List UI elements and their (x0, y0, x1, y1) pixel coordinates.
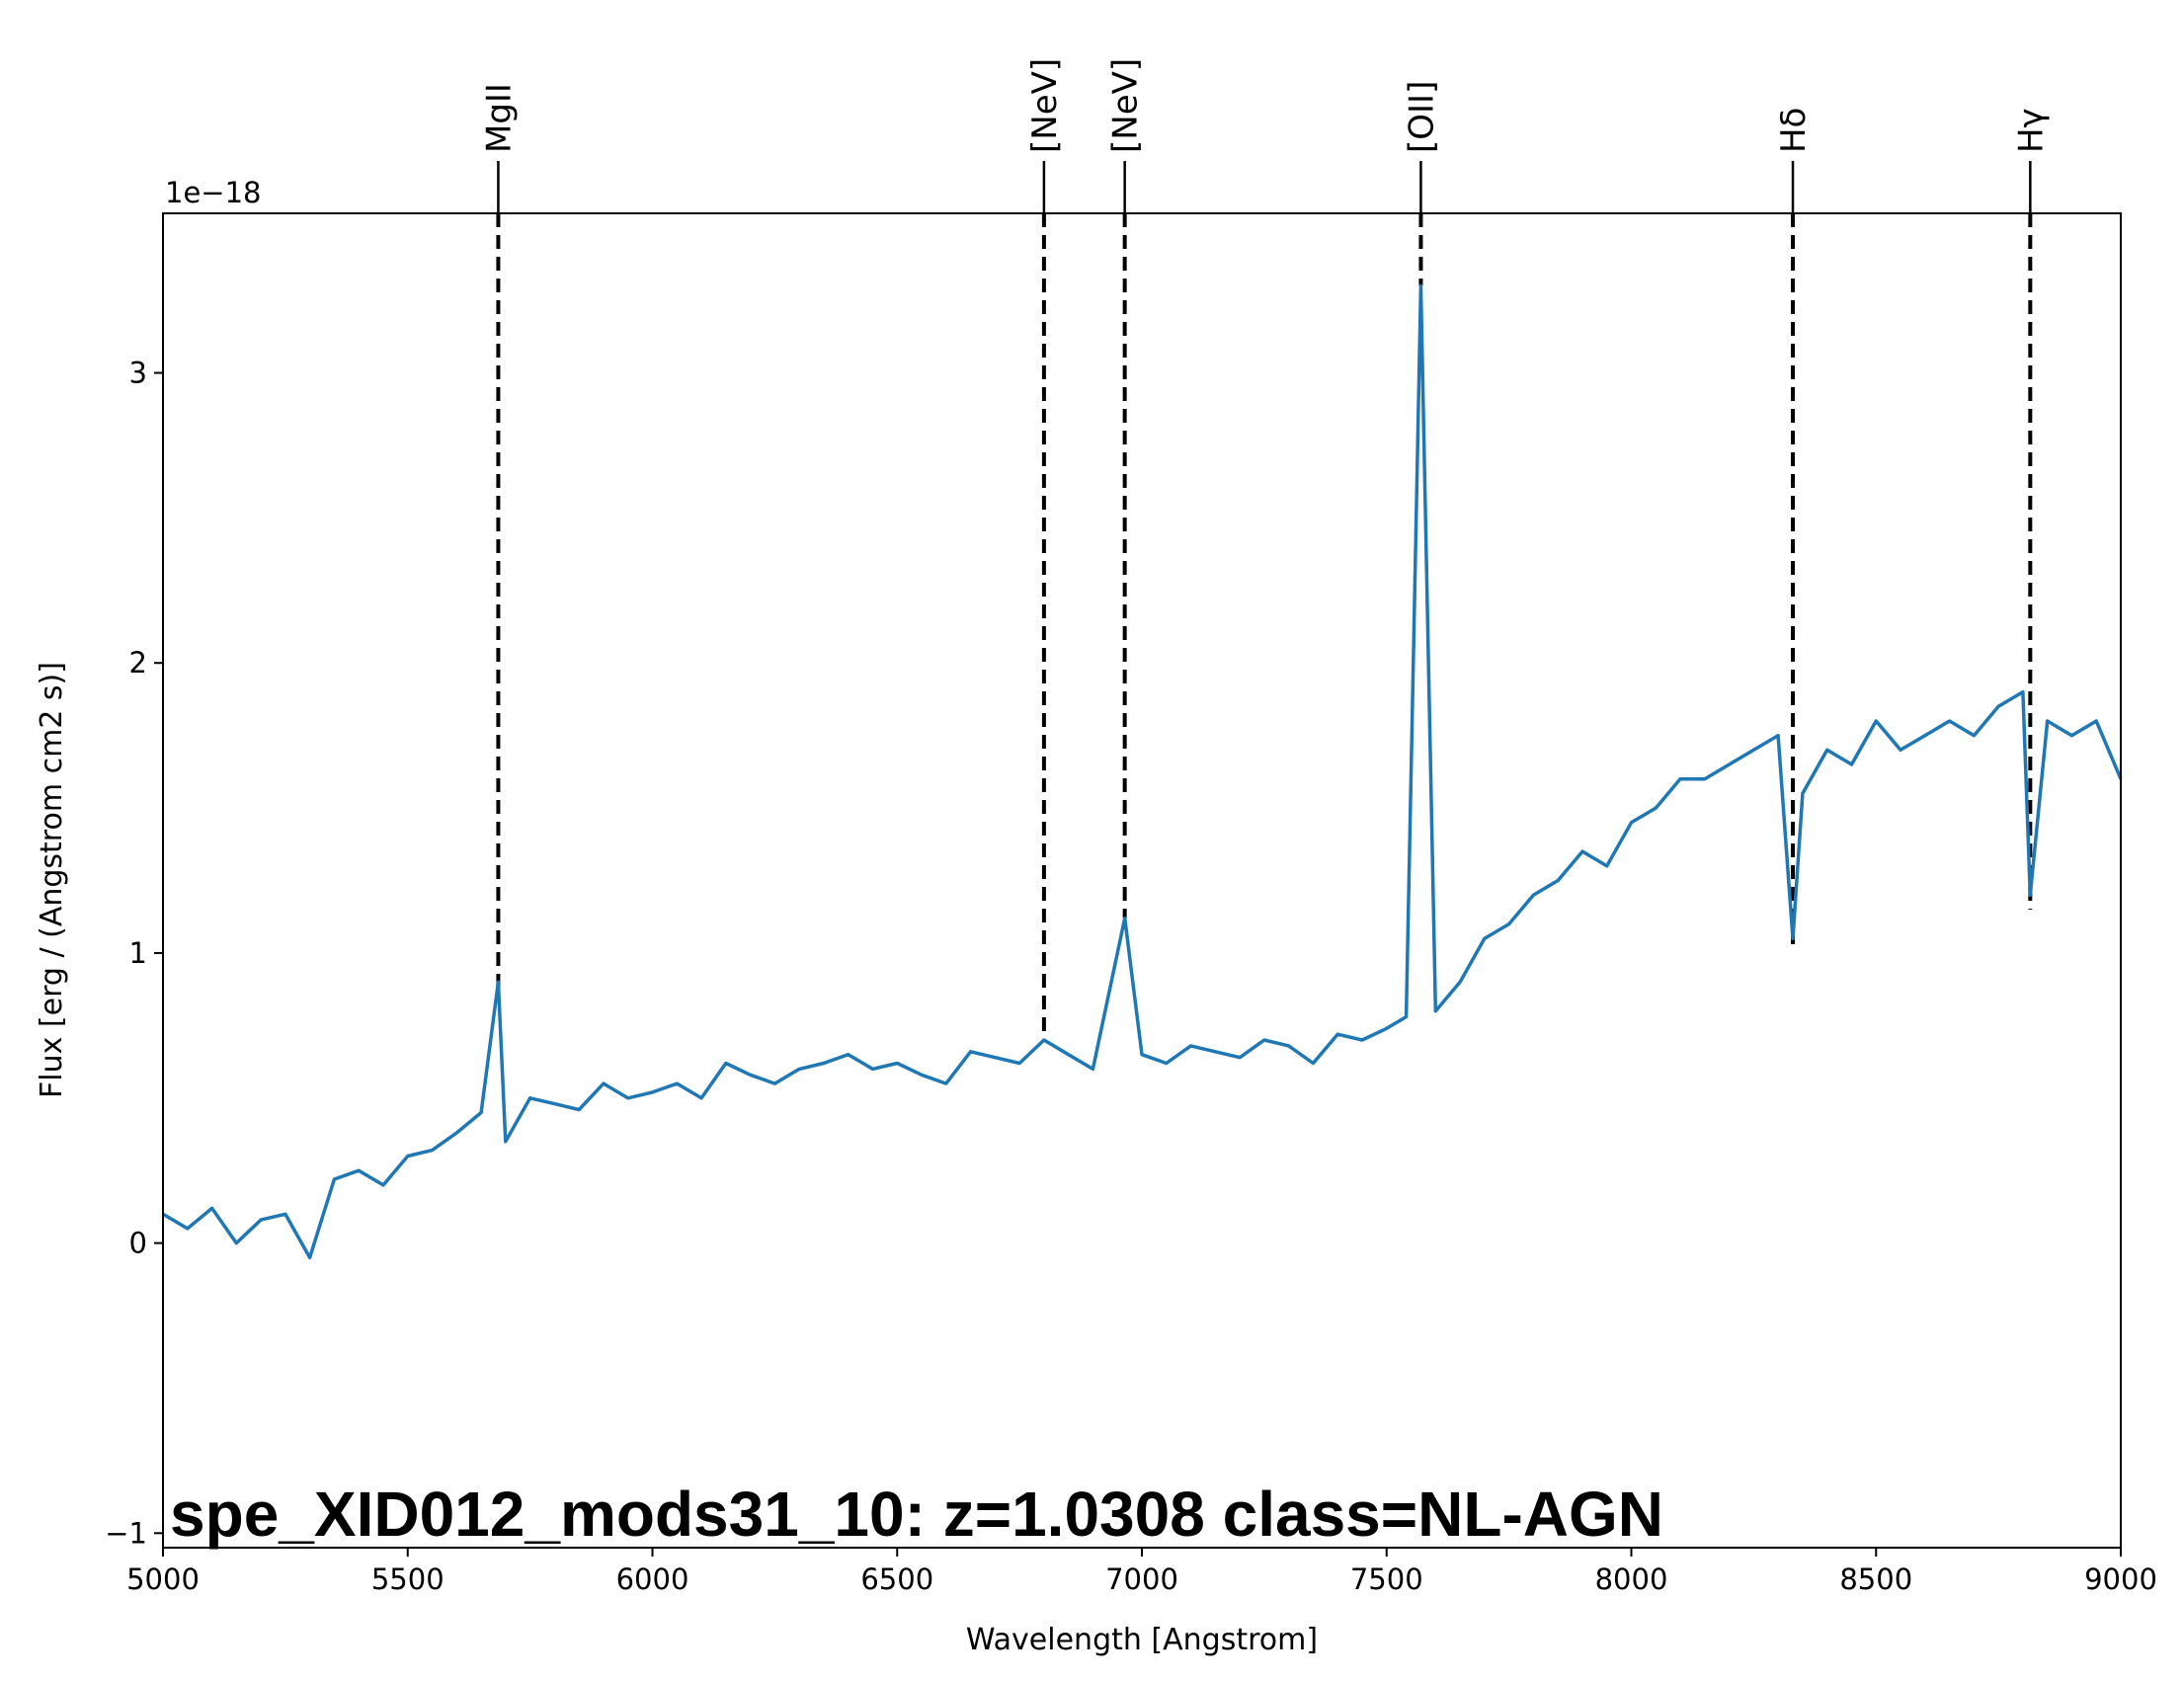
x-tick-label: 7000 (1105, 1562, 1178, 1596)
line-marker-label: MgII (479, 83, 519, 153)
x-tick-label: 8000 (1595, 1562, 1668, 1596)
y-tick-label: 0 (129, 1227, 147, 1260)
line-marker-label: [NeV] (1025, 58, 1065, 153)
spectral-line-markers: MgII [NeV] [NeV] [OII] Hδ Hγ (479, 58, 2051, 1035)
x-tick-label: 5000 (126, 1562, 200, 1596)
x-tick-label: 9000 (2084, 1562, 2157, 1596)
y-tick-label: 3 (129, 357, 147, 390)
y-offset-label: 1e−18 (165, 176, 262, 209)
y-axis-ticks: −1 0 1 2 3 (105, 357, 163, 1550)
x-tick-label: 7500 (1350, 1562, 1423, 1596)
x-tick-label: 6000 (616, 1562, 689, 1596)
y-axis-label: Flux [erg / (Angstrom cm2 s)] (35, 662, 69, 1098)
y-tick-label: 1 (129, 936, 147, 970)
spectrum-annotation: spe_XID012_mods31_10: z=1.0308 class=NL-… (170, 1479, 1663, 1550)
flux-series-line (162, 283, 2123, 1260)
x-tick-label: 8500 (1839, 1562, 1912, 1596)
line-marker-label: [OII] (1402, 81, 1441, 153)
spectrum-series (162, 283, 2123, 1260)
line-marker-label: [NeV] (1106, 58, 1146, 153)
line-marker-label: Hδ (1774, 108, 1814, 153)
x-axis-label: Wavelength [Angstrom] (966, 1623, 1318, 1657)
x-tick-label: 5500 (371, 1562, 445, 1596)
y-tick-label: 2 (129, 646, 147, 680)
x-tick-label: 6500 (860, 1562, 933, 1596)
y-tick-label: −1 (105, 1516, 147, 1550)
x-axis-ticks: 5000 5500 6000 6500 7000 7500 8000 8500 9000 (126, 1548, 2157, 1596)
line-marker-label: Hγ (2011, 108, 2051, 153)
